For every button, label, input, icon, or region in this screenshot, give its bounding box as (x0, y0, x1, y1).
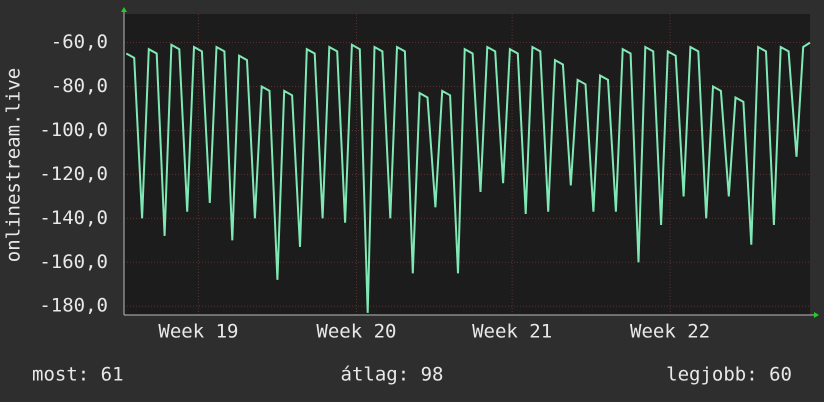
y-tick-label: -100,0 (39, 119, 108, 141)
data-line (125, 41, 811, 313)
stat-average: átlag: 98 (341, 364, 444, 386)
y-tick-label: -160,0 (39, 251, 108, 273)
x-arrow (814, 312, 819, 318)
stat-current: most: 61 (32, 364, 124, 386)
y-tick-label: -140,0 (39, 207, 108, 229)
x-tick-label: Week 22 (630, 321, 710, 343)
stat-best: legjobb: 60 (666, 364, 792, 386)
y-axis-label: onlinestream.live (3, 68, 25, 262)
plot-area (124, 14, 810, 315)
y-tick-label: -60,0 (51, 31, 108, 53)
x-tick-label: Week 19 (158, 321, 238, 343)
y-tick-label: -120,0 (39, 163, 108, 185)
x-tick-label: Week 21 (472, 321, 552, 343)
y-arrow (121, 7, 127, 12)
y-tick-label: -180,0 (39, 295, 108, 317)
x-tick-label: Week 20 (316, 321, 396, 343)
y-tick-label: -80,0 (51, 75, 108, 97)
